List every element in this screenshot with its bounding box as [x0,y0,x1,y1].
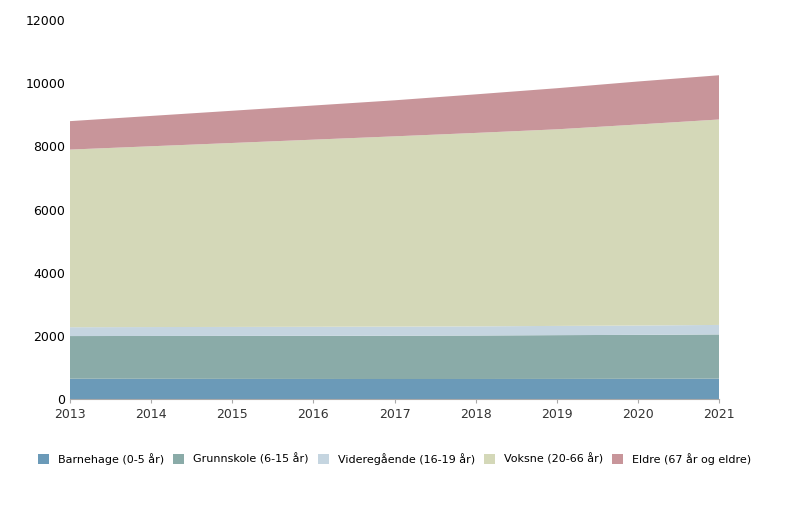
Legend: Barnehage (0-5 år), Grunnskole (6-15 år), Videregående (16-19 år), Voksne (20-66: Barnehage (0-5 år), Grunnskole (6-15 år)… [34,449,755,469]
